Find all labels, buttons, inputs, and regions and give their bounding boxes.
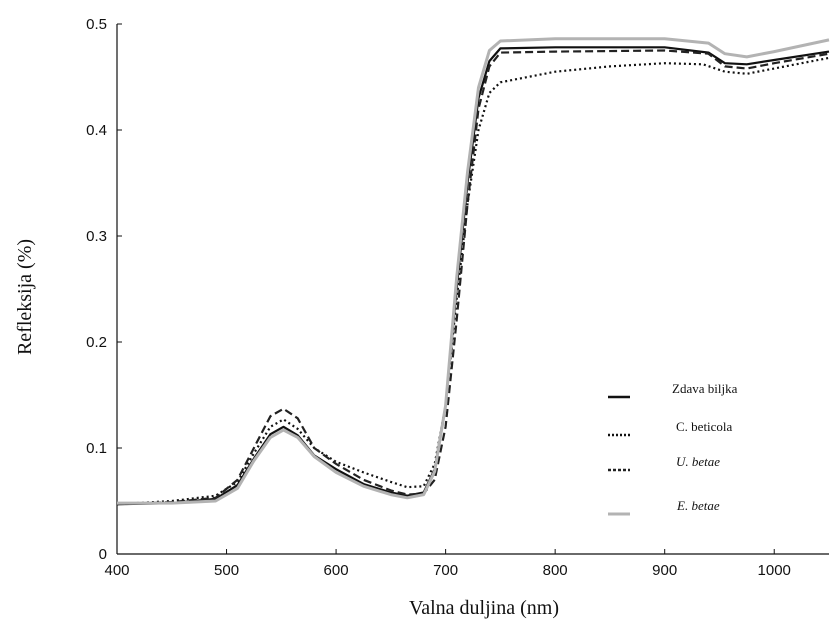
axes: 400 500 600 700 800 900 1000 0 0.1 0.2 0.3 0.4 0.5: [86, 16, 829, 579]
series-layer: [116, 37, 830, 506]
x-tick-label: 900: [652, 562, 677, 579]
x-tick-label: 500: [214, 562, 239, 579]
legend-label-3: U. betae: [676, 454, 720, 469]
legend: Zdava biljka C. beticola U. betae E. betae: [608, 381, 738, 516]
x-tick-label: 600: [324, 562, 349, 579]
legend-label-1: Zdava biljka: [672, 381, 738, 396]
y-tick-label: 0.2: [86, 334, 107, 351]
y-tick-label: 0.3: [86, 228, 107, 245]
legend-label-4: E. betae: [676, 498, 720, 513]
y-tick-label: 0.1: [86, 440, 107, 457]
y-tick-label: 0.5: [86, 16, 107, 33]
x-tick-label: 800: [543, 562, 568, 579]
legend-label-2: C. beticola: [676, 419, 733, 434]
x-tick-label: 400: [104, 562, 129, 579]
y-tick-label: 0.4: [86, 122, 107, 139]
series-line-1: [116, 46, 830, 506]
y-tick-label: 0: [99, 546, 107, 563]
x-tick-label: 700: [433, 562, 458, 579]
x-axis-title: Valna duljina (nm): [409, 597, 559, 619]
series-line-3: [116, 49, 830, 506]
y-axis-title: Refleksija (%): [14, 239, 36, 355]
series-line-4: [117, 37, 830, 505]
x-tick-label: 1000: [758, 562, 791, 579]
